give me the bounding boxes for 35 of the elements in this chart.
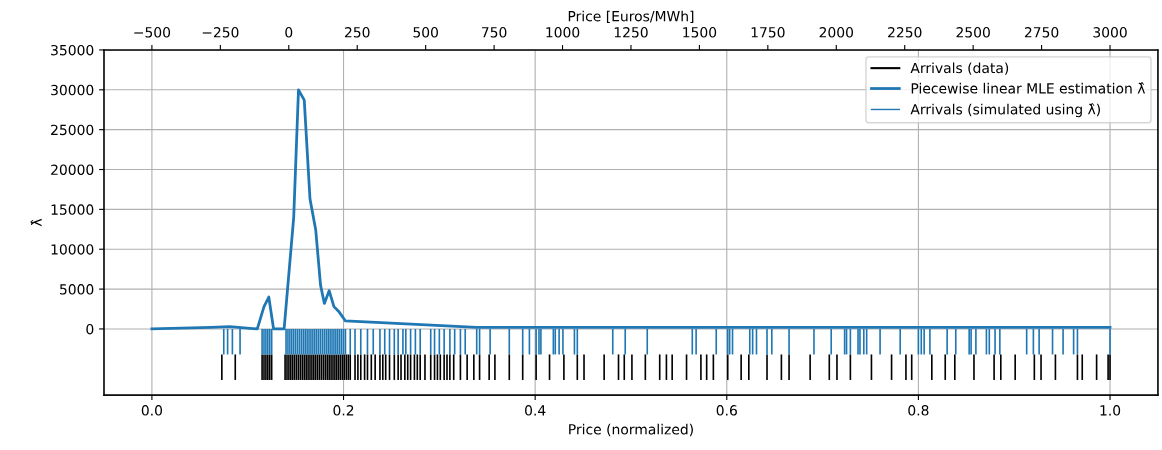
y-tick-label: 35000 (51, 44, 94, 56)
x2-tick-label: 500 (413, 27, 438, 38)
x2-axis-title: Price [Euros/MWh] (568, 10, 694, 24)
x2-tick-label: 250 (344, 27, 370, 38)
x2-tick-label: 2000 (819, 27, 854, 38)
legend-label: Piecewise linear MLE estimation λ̂ (911, 82, 1146, 94)
y-tick-label: 5000 (60, 284, 94, 295)
x-tick-label: 0.6 (716, 405, 737, 416)
y-axis-title: λ̂ (30, 218, 42, 227)
x2-tick-label: 1500 (683, 27, 717, 38)
x2-tick-label: 2250 (888, 27, 922, 38)
x2-tick-label: 0 (285, 27, 293, 38)
x2-tick-label: 1750 (751, 27, 785, 38)
x-axis-title: Price (normalized) (569, 423, 693, 437)
y-tick-label: 15000 (51, 204, 94, 215)
x2-tick-label: 1250 (614, 27, 648, 38)
x2-tick-label: 1000 (546, 27, 580, 38)
x-tick-label: 1.0 (1100, 405, 1121, 416)
x2-tick-label: −250 (202, 27, 239, 38)
y-tick-label: 25000 (51, 124, 94, 136)
y-tick-label: 20000 (51, 164, 94, 175)
x2-tick-label: 2500 (956, 27, 990, 38)
x2-tick-label: 2750 (1024, 27, 1059, 38)
x2-tick-label: 3000 (1093, 27, 1127, 38)
legend-label: Arrivals (simulated using λ̂) (910, 103, 1100, 118)
y-tick-label: 10000 (51, 244, 94, 255)
y-tick-label: 0 (86, 323, 94, 335)
x2-tick-label: 750 (481, 27, 507, 38)
x-tick-label: 0.8 (908, 405, 929, 416)
x-tick-label: 0.0 (141, 405, 163, 416)
x-tick-label: 0.2 (333, 405, 354, 416)
legend-label: Arrivals (data) (910, 62, 1009, 75)
x-tick-label: 0.4 (525, 405, 546, 416)
x2-tick-label: −500 (134, 27, 171, 38)
y-tick-label: 30000 (51, 84, 94, 96)
